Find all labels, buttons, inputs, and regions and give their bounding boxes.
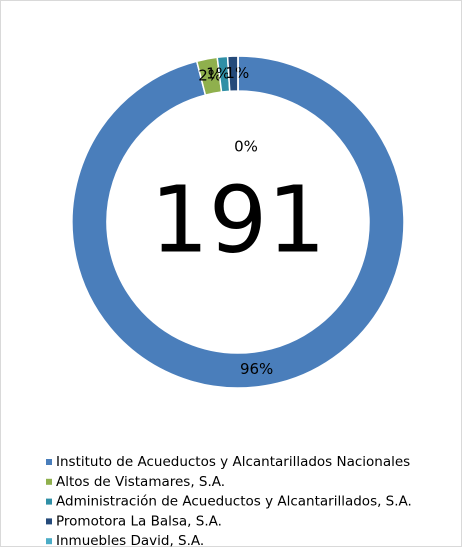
- data-label: 0%: [234, 138, 258, 156]
- legend-swatch: [46, 478, 52, 485]
- legend-label: Promotora La Balsa, S.A.: [56, 513, 222, 529]
- center-label: 191: [150, 166, 326, 273]
- legend-label: Inmuebles David, S.A.: [56, 533, 204, 547]
- legend-swatch: [46, 538, 52, 545]
- legend-swatch: [46, 498, 52, 505]
- legend-label: Administración de Acueductos y Alcantari…: [56, 494, 412, 510]
- legend-label: Instituto de Acueductos y Alcantarillado…: [56, 454, 410, 470]
- data-label: 2%: [198, 67, 222, 85]
- data-label: 1%: [206, 65, 230, 83]
- data-label: 96%: [240, 360, 273, 378]
- donut-slice: [71, 55, 405, 389]
- legend-label: Altos de Vistamares, S.A.: [56, 474, 225, 490]
- legend-swatch: [46, 518, 52, 525]
- legend-swatch: [46, 459, 52, 465]
